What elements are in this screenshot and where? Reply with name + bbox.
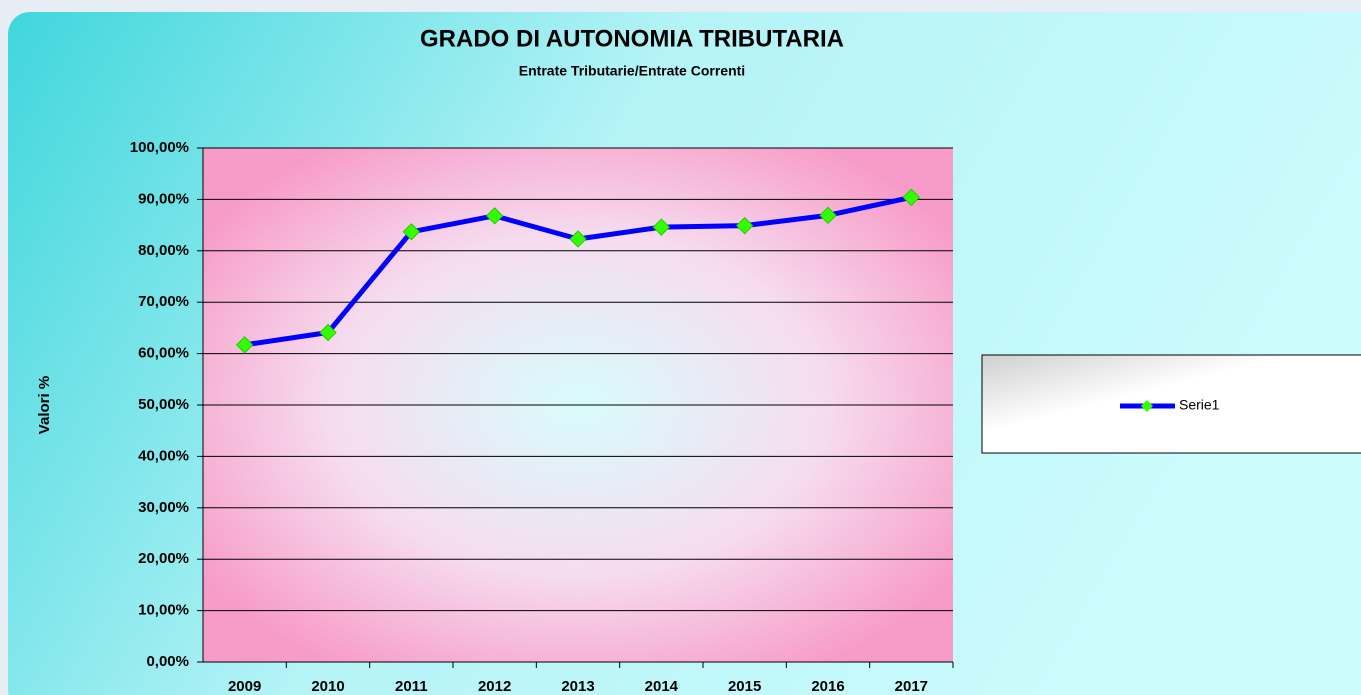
y-tick-label: 100,00% [130,139,189,156]
legend-label: Serie1 [1179,397,1220,413]
x-tick-label: 2014 [645,678,679,695]
marker [569,230,587,248]
y-tick-label: 90,00% [138,190,189,207]
y-tick-label: 10,00% [138,602,189,619]
y-tick-label: 20,00% [138,550,189,567]
x-tick-label: 2009 [228,678,261,695]
marker [902,188,921,207]
x-tick-label: 2016 [811,678,844,695]
y-tick-label: 30,00% [138,499,189,516]
x-tick-label: 2011 [395,678,428,695]
legend-marker [1141,400,1153,412]
y-tick-label: 50,00% [138,396,189,413]
marker [319,323,337,342]
y-tick-label: 0,00% [146,653,189,670]
marker [819,206,837,225]
y-tick-label: 80,00% [138,242,189,259]
chart-subtitle: Entrate Tributarie/Entrate Correnti [519,63,745,79]
marker [235,336,254,354]
x-tick-label: 2013 [561,678,594,695]
x-tick-label: 2012 [478,678,511,695]
marker [735,216,754,235]
x-tick-label: 2010 [311,678,344,695]
marker [485,207,504,225]
x-tick-label: 2017 [895,678,928,695]
marker [402,223,421,241]
y-tick-label: 60,00% [138,345,189,362]
chart-title: GRADO DI AUTONOMIA TRIBUTARIA [420,25,844,52]
y-tick-label: 70,00% [138,293,189,310]
x-tick-label: 2015 [728,678,761,695]
y-axis-label: Valori % [36,376,53,434]
marker [652,218,671,236]
y-tick-label: 40,00% [138,447,189,464]
